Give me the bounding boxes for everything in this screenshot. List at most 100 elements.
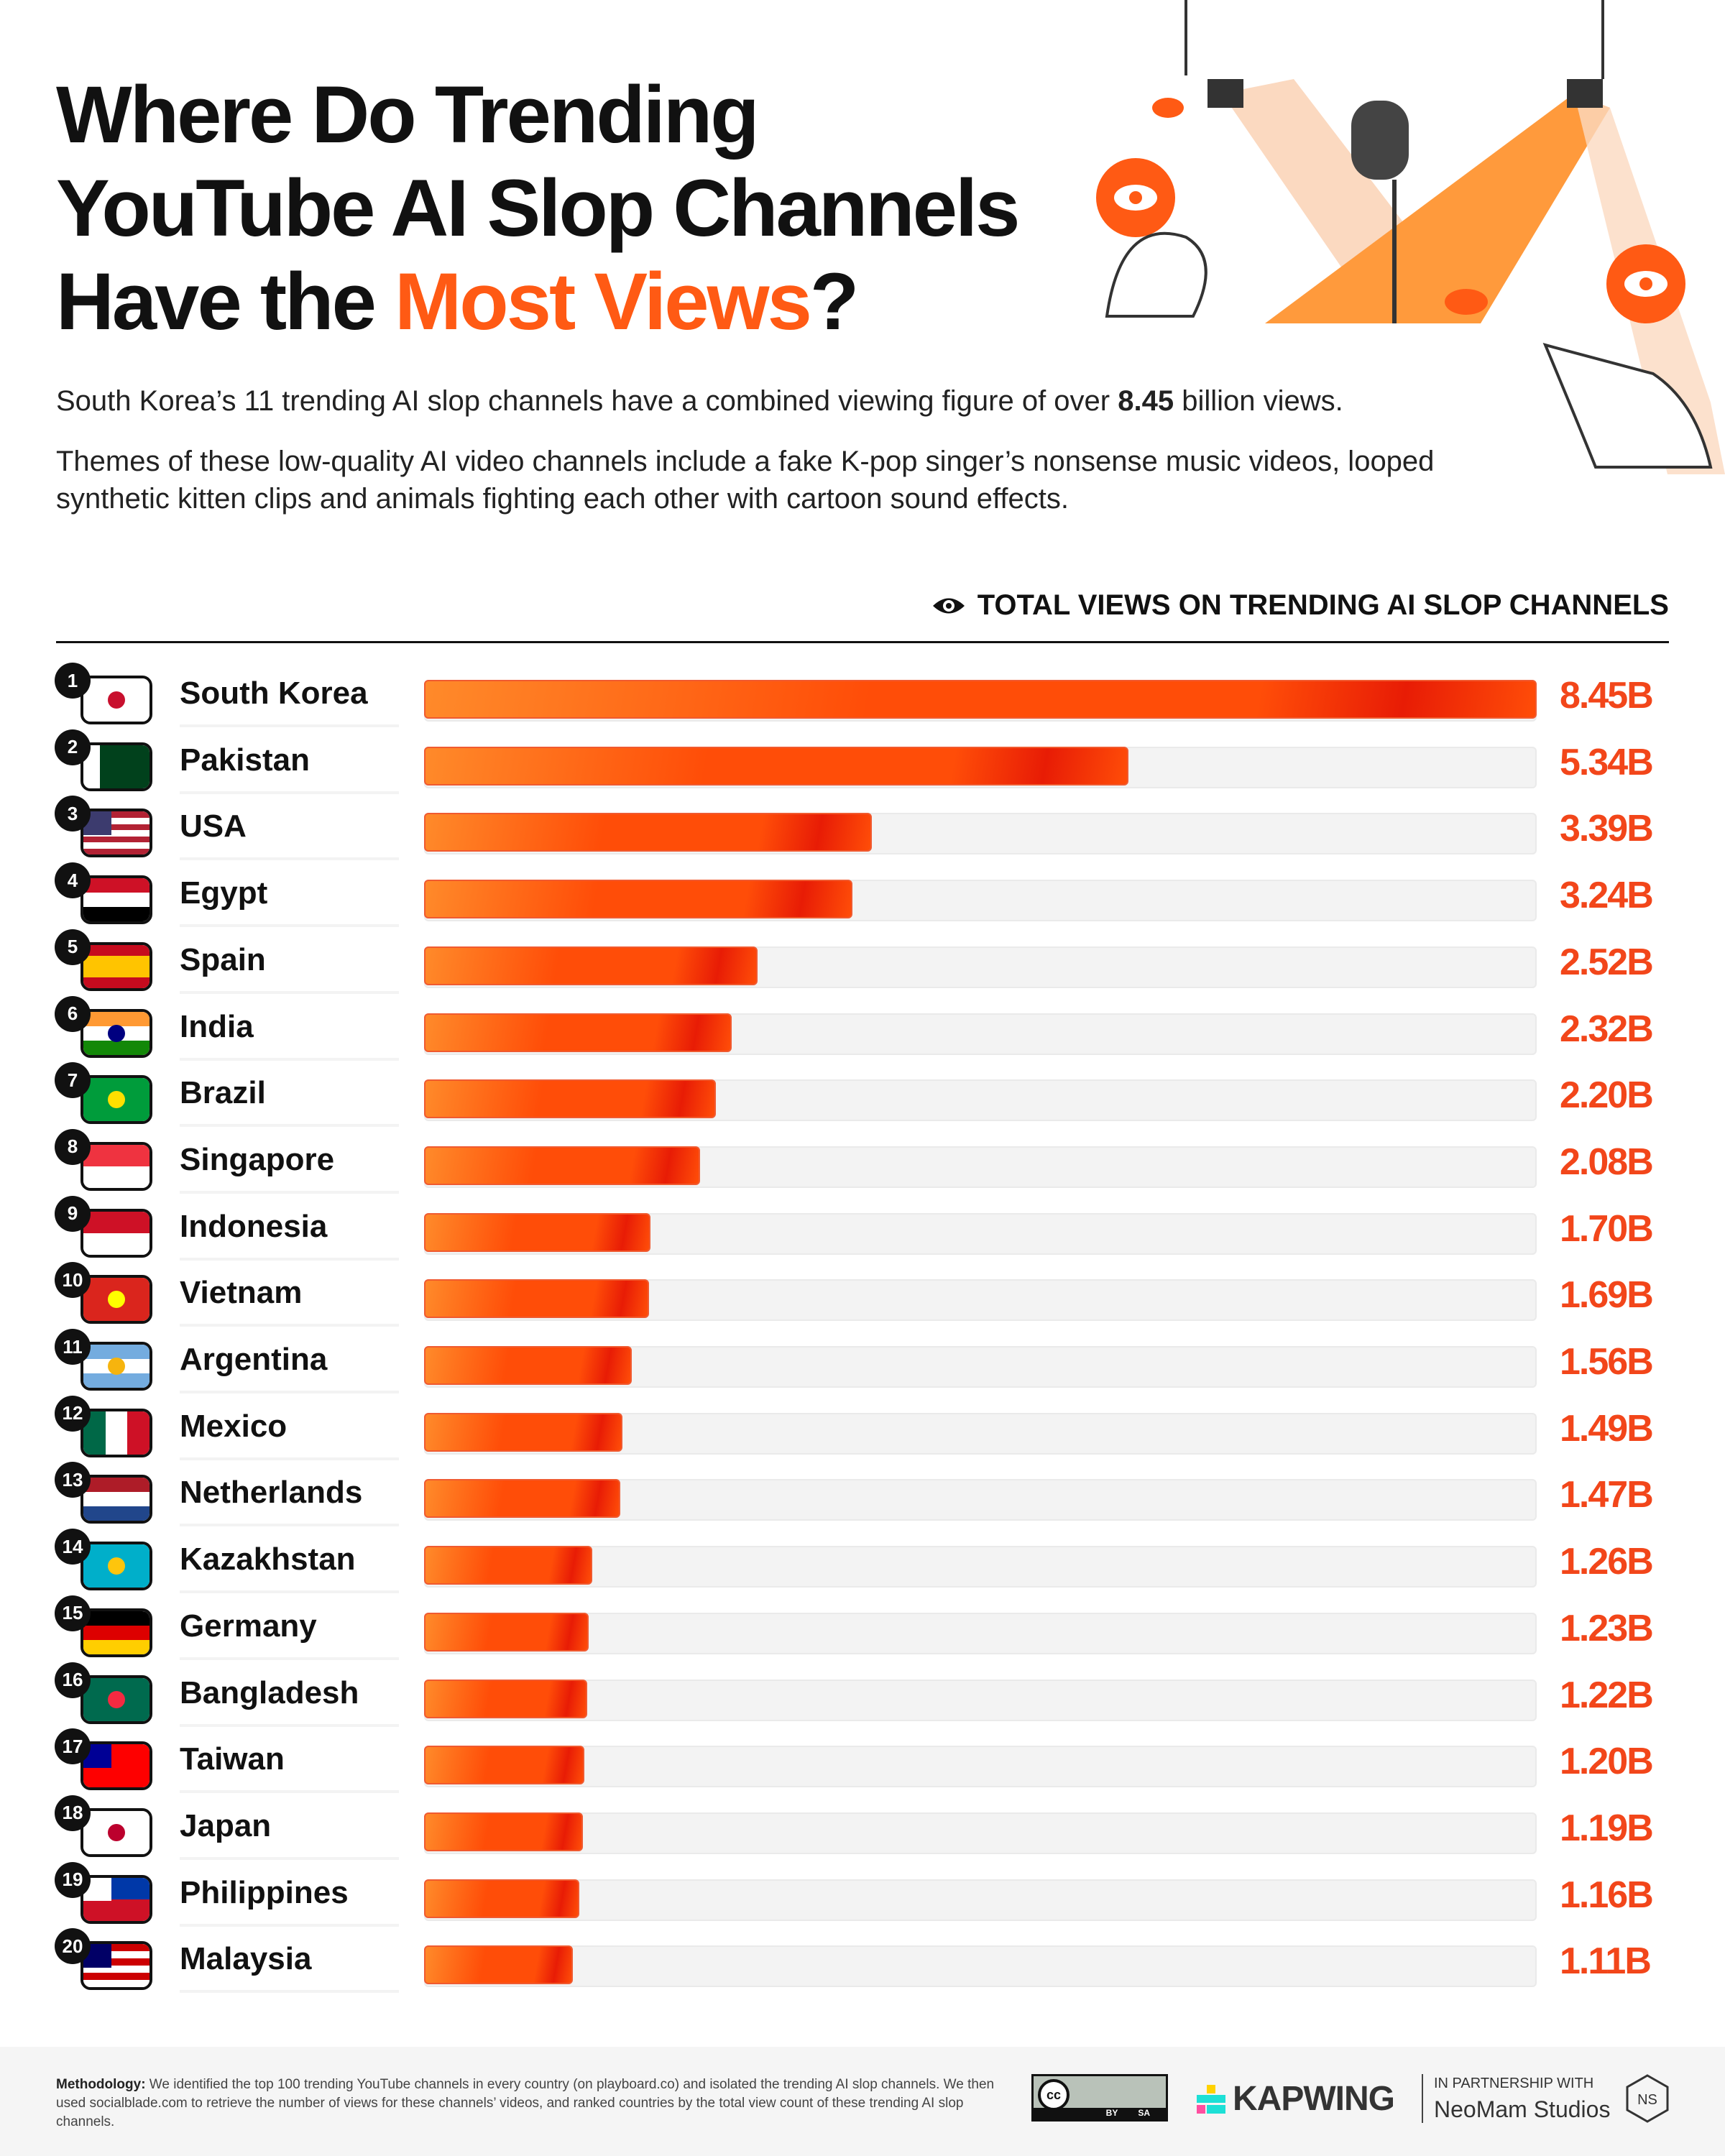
license-sa: SA <box>1138 2108 1150 2118</box>
bar <box>424 1546 593 1585</box>
rank-badge: 19 <box>55 1861 91 1898</box>
page-title: Where Do Trending YouTube AI Slop Channe… <box>56 68 1020 349</box>
title-line-2: YouTube AI Slop Channels <box>56 163 1020 253</box>
country-label: Bangladesh <box>180 1674 359 1710</box>
country-label: Vietnam <box>180 1275 303 1311</box>
flag-icon <box>80 1075 152 1125</box>
partner-name: NeoMam Studios <box>1434 2096 1611 2122</box>
rank-badge: 6 <box>55 995 91 1032</box>
value-label: 1.19B <box>1560 1807 1654 1849</box>
bar <box>424 1013 732 1052</box>
bar-row: 17 Taiwan 1.20B <box>0 1728 1725 1795</box>
bar-row: 8 Singapore 2.08B <box>0 1128 1725 1196</box>
rank-badge: 16 <box>55 1662 91 1698</box>
value-label: 8.45B <box>1560 675 1654 717</box>
bar-row: 10 Vietnam 1.69B <box>0 1262 1725 1329</box>
bar-row: 3 USA 3.39B <box>0 796 1725 862</box>
bar <box>424 1812 584 1851</box>
svg-text:NS: NS <box>1637 2092 1657 2108</box>
rank-badge: 9 <box>55 1195 91 1232</box>
rank-badge: 11 <box>55 1329 91 1365</box>
license-by: BY <box>1105 2108 1118 2118</box>
label-underline <box>180 924 399 928</box>
label-underline <box>180 1524 399 1527</box>
value-label: 1.70B <box>1560 1207 1654 1250</box>
bar-track <box>424 1546 1537 1588</box>
country-label: Brazil <box>180 1075 266 1111</box>
label-underline <box>180 1257 399 1261</box>
value-label: 3.39B <box>1560 808 1654 850</box>
cc-license-badge: cc BY SA <box>1031 2074 1168 2122</box>
brand-name: KAPWING <box>1233 2080 1395 2118</box>
bar <box>424 746 1128 786</box>
bar-row: 6 India 2.32B <box>0 995 1725 1063</box>
label-underline <box>180 1723 399 1727</box>
bar <box>424 1879 579 1918</box>
value-label: 1.22B <box>1560 1674 1654 1716</box>
bar-track <box>424 1746 1537 1788</box>
methodology: Methodology: We identified the top 100 t… <box>56 2076 1005 2132</box>
bar-row: 13 Netherlands 1.47B <box>0 1462 1725 1529</box>
bar <box>424 1412 623 1452</box>
bar-track <box>424 1879 1537 1921</box>
label-underline <box>180 1324 399 1327</box>
label-underline <box>180 1657 399 1660</box>
country-label: Netherlands <box>180 1475 363 1511</box>
bar-row: 20 Malaysia 1.11B <box>0 1928 1725 1995</box>
country-label: Kazakhstan <box>180 1542 356 1577</box>
label-underline <box>180 1590 399 1594</box>
partner-credit: IN PARTNERSHIP WITH NeoMam Studios <box>1434 2076 1610 2123</box>
value-label: 2.52B <box>1560 941 1654 983</box>
label-underline <box>180 1391 399 1393</box>
subtitle-bold-value: 8.45 <box>1118 385 1174 417</box>
label-underline <box>180 1856 399 1860</box>
label-underline <box>180 1124 399 1128</box>
rank-badge: 3 <box>55 796 91 832</box>
bar-track <box>424 1679 1537 1721</box>
rank-badge: 4 <box>55 862 91 899</box>
flag-icon <box>80 808 152 858</box>
title-question-mark: ? <box>809 257 859 346</box>
kapwing-logo: KAPWING <box>1197 2079 1395 2119</box>
flag-icon <box>80 1608 152 1657</box>
bar <box>424 880 853 919</box>
bar-row: 16 Bangladesh 1.22B <box>0 1662 1725 1729</box>
value-label: 1.20B <box>1560 1741 1654 1783</box>
value-label: 1.26B <box>1560 1541 1654 1583</box>
subtitle-text-end: billion views. <box>1174 385 1343 417</box>
value-label: 1.69B <box>1560 1274 1654 1317</box>
footer: Methodology: We identified the top 100 t… <box>0 2047 1725 2156</box>
bar-row: 18 Japan 1.19B <box>0 1795 1725 1862</box>
flag-icon <box>80 1475 152 1524</box>
country-label: Egypt <box>180 875 268 911</box>
country-label: Indonesia <box>180 1208 328 1244</box>
bar <box>424 1746 585 1785</box>
label-underline <box>180 1457 399 1460</box>
country-label: Pakistan <box>180 742 310 778</box>
label-underline <box>180 791 399 794</box>
title-highlight: Most Views <box>394 257 812 346</box>
bar <box>424 1212 650 1252</box>
value-label: 1.16B <box>1560 1874 1654 1916</box>
country-label: Malaysia <box>180 1941 312 1977</box>
bar-row: 9 Indonesia 1.70B <box>0 1195 1725 1263</box>
bar-track <box>424 1945 1537 1988</box>
bar-row: 5 Spain 2.52B <box>0 929 1725 996</box>
label-underline <box>180 857 399 861</box>
flag-icon <box>80 1141 152 1191</box>
label-underline <box>180 1790 399 1794</box>
rank-badge: 1 <box>55 663 91 699</box>
legend-label: TOTAL VIEWS ON TRENDING AI SLOP CHANNELS <box>977 589 1669 621</box>
rank-badge: 2 <box>55 729 91 765</box>
value-label: 1.47B <box>1560 1474 1654 1516</box>
rank-badge: 20 <box>55 1928 91 1965</box>
eye-icon <box>932 598 965 613</box>
partner-label: IN PARTNERSHIP WITH <box>1434 2076 1594 2091</box>
country-label: Taiwan <box>180 1741 285 1777</box>
flag-icon <box>80 1275 152 1325</box>
country-label: Germany <box>180 1608 317 1644</box>
bar-row: 7 Brazil 2.20B <box>0 1062 1725 1129</box>
value-label: 2.20B <box>1560 1074 1654 1117</box>
country-label: Argentina <box>180 1342 328 1377</box>
label-underline <box>180 990 399 994</box>
